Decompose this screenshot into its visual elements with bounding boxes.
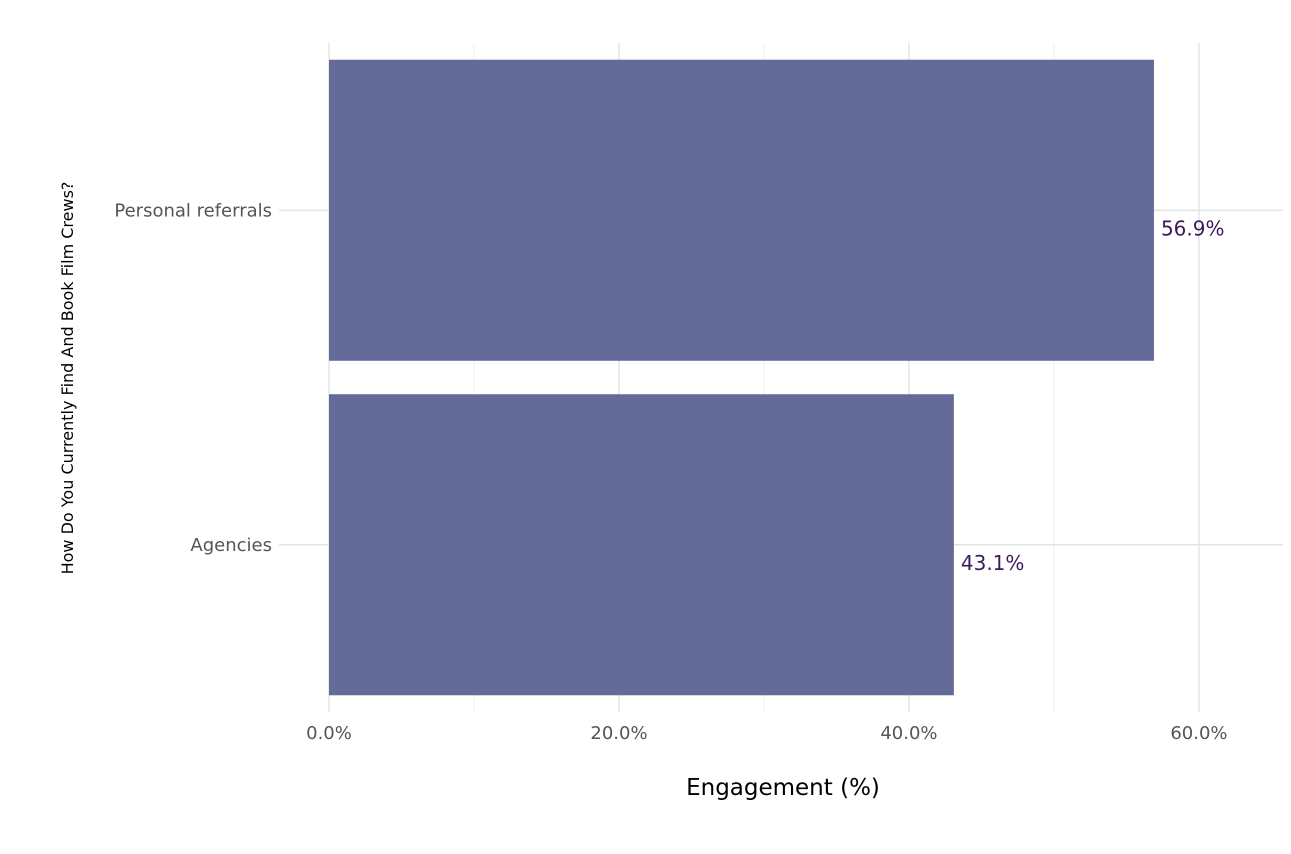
bar: [329, 394, 954, 696]
y-tick-label: Agencies: [190, 535, 272, 556]
x-tick-labels: 0.0% 20.0% 40.0% 60.0%: [306, 723, 1227, 744]
category-tick-marks: [279, 209, 329, 546]
y-tick-labels: Personal referrals Agencies: [114, 200, 272, 556]
y-axis-title: How Do You Currently Find And Book Film …: [58, 182, 77, 575]
data-label: 43.1%: [961, 551, 1025, 575]
x-axis-title: Engagement (%): [686, 775, 880, 801]
x-tick-label: 40.0%: [880, 723, 937, 744]
data-label: 56.9%: [1161, 216, 1225, 240]
x-tick-label: 60.0%: [1170, 723, 1227, 744]
bars: [329, 59, 1154, 696]
x-tick-label: 0.0%: [306, 723, 352, 744]
data-labels: 56.9% 43.1%: [961, 216, 1225, 575]
bar: [329, 59, 1154, 361]
x-tick-label: 20.0%: [590, 723, 647, 744]
y-tick-label: Personal referrals: [114, 200, 272, 221]
